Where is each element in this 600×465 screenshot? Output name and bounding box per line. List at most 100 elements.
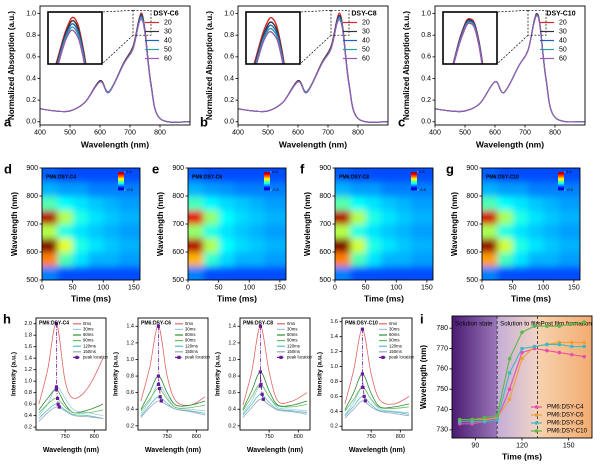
colorbar-label: 0.5 [419,169,425,174]
x-tick-label: 800 [192,434,201,440]
x-axis-label: Wavelength (nm) [145,447,201,454]
heatmap-cell [264,210,286,225]
heatmap-cell [233,182,250,197]
zoom-box [330,9,350,36]
x-tick-label: 750 [265,434,274,440]
heatmap-cell [350,196,367,211]
zoom-box [527,9,547,36]
plot-area [140,324,206,418]
y-axis-label: Wavelength (nm) [156,192,165,256]
data-point [363,399,367,403]
y-tick-label: 600 [26,249,38,256]
heatmap-cell [57,210,74,225]
y-tick-label: 0.8 [24,390,32,396]
heatmap-cell [203,196,220,211]
heatmap-cell [497,196,514,211]
heatmap-cell [497,182,514,197]
x-tick-label: 600 [94,129,106,136]
heatmap-cell [543,168,560,183]
legend-marker [534,413,539,417]
heatmap-cell [558,266,580,280]
heatmap-cell [249,182,266,197]
colorbar-step [118,179,124,182]
heatmap-cell [72,266,89,280]
heatmap-cell [42,238,58,253]
colorbar-label: 0.5 [566,169,572,174]
heatmap-cell [558,252,580,267]
y-tick-label: 750 [436,386,448,393]
heatmap-cell [543,224,560,239]
legend-label: PM6:DSY-C6 [547,412,584,419]
heatmap-cell [482,238,498,253]
heatmap-cell [380,210,397,225]
x-tick-label: 0 [40,284,44,291]
heatmap-cell [57,168,74,183]
x-tick-label: 750 [163,434,172,440]
heatmap-cell [380,196,397,211]
y-tick-label: 0.4 [24,413,32,419]
data-point [482,419,487,424]
y-tick-label: 600 [319,249,331,256]
heatmap-cell [558,224,580,239]
x-axis-label: Wavelength (nm) [81,139,149,149]
y-tick-label: 1.6 [24,344,32,350]
y-tick-label: 700 [26,221,38,228]
region [452,316,498,438]
data-point [520,346,524,351]
heatmap-cell [335,168,351,183]
panel-title: PM6:DSY-C10 [486,174,519,180]
plot-area [188,168,286,280]
panel-title: PM6:DSY-C4 [39,320,69,326]
heatmap-cell [249,210,266,225]
y-tick-label: 0.2 [228,423,236,429]
colorbar-label: 0.5 [126,169,132,174]
heatmap-cell [87,238,104,253]
heatmap-cell [497,238,514,253]
y-tick-label: 0.8 [26,32,36,39]
heatmap-cell [233,238,250,253]
colorbar-step [558,173,564,176]
heatmap-cell [482,224,498,239]
heatmap-cell [103,252,120,267]
heatmap-cell [380,182,397,197]
y-tick-label: 1.6 [330,319,338,325]
legend-marker [381,355,385,359]
y-tick-label: 1.4 [330,334,338,340]
plot-frame [137,317,209,431]
colorbar-label: -0.5 [566,187,574,192]
zoom-connector [299,9,332,13]
heatmap-cell [72,238,89,253]
data-point [470,417,475,422]
heatmap-cell [188,266,204,280]
heatmap-cell [350,224,367,239]
colorbar-step [411,172,417,174]
x-tick-label: 500 [64,129,76,136]
heatmap-cell [380,266,397,280]
inset-frame [245,11,301,65]
heatmap-cell [264,224,286,239]
heatmap-cells [335,168,433,280]
colorbar-step [411,176,417,179]
heatmap-cell [72,182,89,197]
plot-area [38,322,104,422]
legend-label: 30ms [83,327,94,332]
legend-label: 120ms [389,343,402,348]
colorbar-step [411,179,417,182]
heatmap-cell [512,266,529,280]
y-tick-label: 0.0 [421,119,431,126]
colorbar-step [118,178,124,180]
legend-marker [279,355,283,359]
colorbar-step [264,179,270,182]
y-tick-label: 0.4 [224,75,234,82]
legend-label: 90ms [389,338,400,343]
series-line [344,396,410,417]
legend-label: peak location [185,355,211,360]
legend-marker [534,405,539,409]
x-axis-label: Time (ms) [511,293,551,303]
data-point [360,372,365,376]
x-tick-label: 0 [480,284,484,291]
heatmap-cell [72,210,89,225]
heatmap-cell [411,196,433,211]
heatmap-cell [87,196,104,211]
legend-label: PM6:DSY-C8 [547,420,584,427]
